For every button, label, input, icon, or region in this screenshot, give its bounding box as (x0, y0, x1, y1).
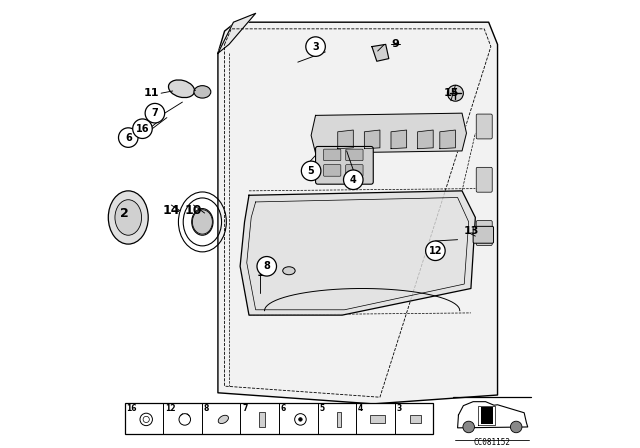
Ellipse shape (108, 191, 148, 244)
Text: 10: 10 (185, 204, 202, 217)
Circle shape (463, 421, 474, 433)
Circle shape (426, 241, 445, 261)
Text: 3: 3 (396, 405, 402, 414)
Bar (369, 414, 385, 423)
FancyBboxPatch shape (473, 226, 493, 243)
Text: 13: 13 (463, 226, 479, 236)
Circle shape (301, 161, 321, 181)
Text: 4: 4 (358, 405, 363, 414)
Bar (259, 412, 265, 426)
Bar (125, 403, 433, 434)
Circle shape (299, 418, 302, 421)
Text: 7: 7 (242, 405, 248, 414)
Text: 7: 7 (152, 108, 158, 118)
Circle shape (132, 119, 152, 138)
Bar (337, 412, 341, 427)
Text: 15: 15 (444, 88, 459, 98)
Text: 11: 11 (143, 88, 159, 98)
Ellipse shape (194, 86, 211, 98)
Text: 8: 8 (204, 405, 209, 414)
Ellipse shape (218, 415, 228, 423)
FancyBboxPatch shape (476, 167, 492, 192)
Bar (481, 407, 493, 424)
Text: 16: 16 (136, 124, 149, 134)
Ellipse shape (168, 80, 195, 98)
FancyBboxPatch shape (476, 220, 492, 246)
Text: 4: 4 (350, 175, 356, 185)
FancyBboxPatch shape (316, 146, 373, 184)
Circle shape (344, 170, 363, 190)
Text: 8: 8 (263, 261, 270, 271)
Polygon shape (218, 13, 255, 53)
Circle shape (145, 103, 164, 123)
Polygon shape (418, 130, 433, 149)
Bar (410, 415, 421, 423)
Circle shape (511, 421, 522, 433)
Text: 6: 6 (281, 405, 286, 414)
Polygon shape (240, 191, 476, 315)
Text: 3: 3 (312, 42, 319, 52)
Text: 9: 9 (392, 39, 399, 49)
Circle shape (257, 257, 276, 276)
Text: 5: 5 (308, 166, 314, 176)
Polygon shape (391, 130, 406, 149)
Text: 14: 14 (163, 204, 180, 217)
Text: 16: 16 (127, 405, 137, 414)
FancyBboxPatch shape (346, 165, 363, 176)
Polygon shape (372, 44, 388, 61)
Circle shape (447, 85, 463, 101)
Text: 12: 12 (429, 246, 442, 256)
FancyBboxPatch shape (346, 149, 363, 161)
Circle shape (118, 128, 138, 147)
Text: 6: 6 (125, 133, 132, 142)
Polygon shape (218, 22, 497, 404)
Text: CC081152: CC081152 (474, 438, 511, 447)
Ellipse shape (193, 210, 212, 234)
Polygon shape (311, 113, 467, 153)
Polygon shape (364, 130, 380, 149)
FancyBboxPatch shape (324, 149, 341, 161)
Text: 12: 12 (165, 405, 175, 414)
Text: 2: 2 (120, 207, 129, 220)
Polygon shape (440, 130, 456, 149)
Ellipse shape (115, 200, 141, 235)
FancyBboxPatch shape (476, 114, 492, 139)
Text: 5: 5 (319, 405, 324, 414)
Text: 1: 1 (256, 268, 264, 278)
Circle shape (306, 37, 325, 56)
Polygon shape (338, 130, 353, 149)
FancyBboxPatch shape (324, 165, 341, 176)
Ellipse shape (283, 267, 295, 275)
